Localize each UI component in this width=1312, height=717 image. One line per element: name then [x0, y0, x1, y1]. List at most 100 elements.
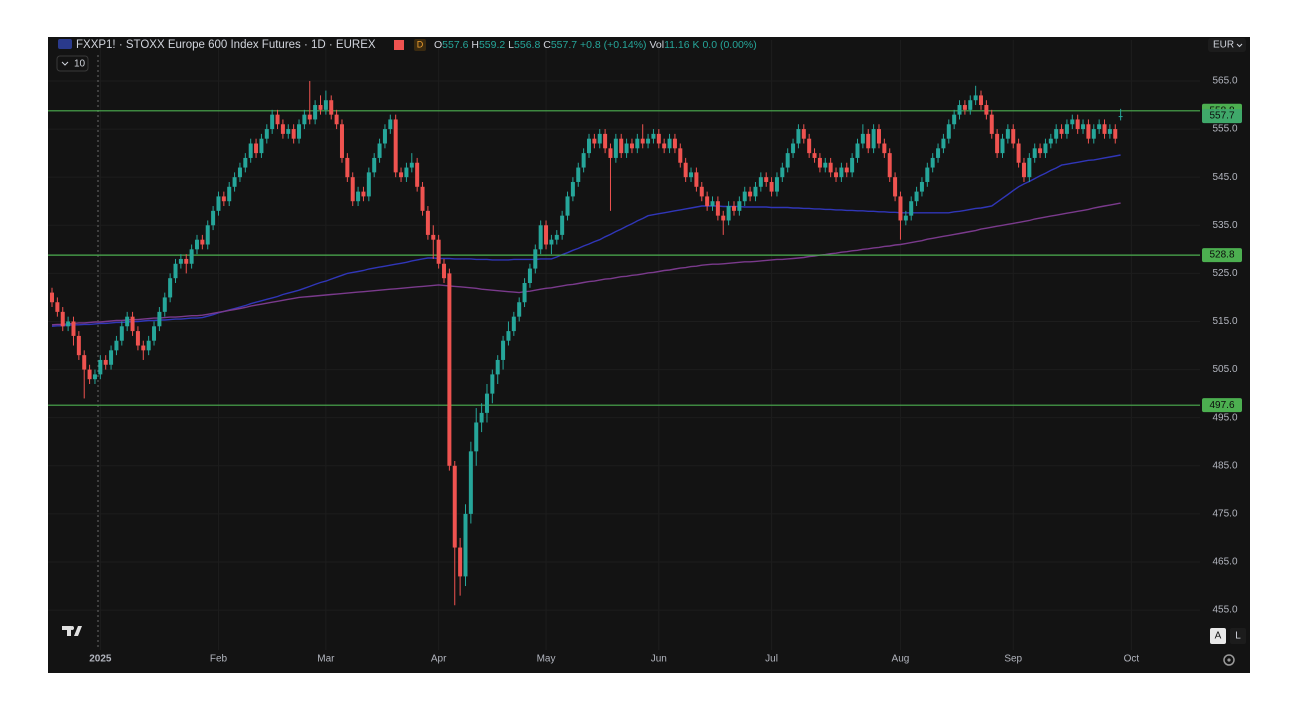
candle-body	[178, 258, 183, 264]
candle-body	[200, 239, 205, 245]
candle-body	[302, 114, 307, 125]
vol-value: 11.16 K	[664, 39, 699, 51]
candle-body	[560, 215, 565, 235]
symbol-title: FXXP1! · STOXX Europe 600 Index Futures …	[76, 39, 376, 51]
level-label-bg	[1202, 398, 1242, 413]
candle-body	[1059, 129, 1064, 134]
candle-body	[275, 114, 280, 125]
candle-body	[866, 133, 871, 149]
candle-body	[501, 340, 506, 360]
candle-body	[801, 129, 806, 139]
y-tick-label: 505.0	[1212, 364, 1237, 375]
candle-body	[517, 302, 522, 317]
currency-button[interactable]	[1208, 38, 1246, 52]
legend-header: FXXP1! · STOXX Europe 600 Index Futures …	[76, 39, 376, 51]
x-tick-label: Sep	[1004, 654, 1022, 665]
auto-scale-button[interactable]	[1210, 628, 1226, 644]
y-tick-label: 455.0	[1212, 605, 1237, 616]
moving-average-line	[51, 202, 1121, 326]
x-tick-label: Mar	[317, 654, 335, 665]
ohlc-value: 557.7	[551, 39, 577, 51]
candle-body	[882, 143, 887, 154]
ohlc-value: 559.2	[479, 39, 505, 51]
candle-body	[479, 412, 484, 423]
candle-body	[313, 105, 318, 120]
ohlc-legend: O557.6 H559.2 L556.8 C557.7 +0.8 (+0.14%…	[434, 39, 757, 51]
candle-body	[839, 167, 844, 178]
candle-body	[640, 138, 645, 144]
candle-body	[683, 162, 688, 178]
candle-body	[1064, 124, 1069, 134]
x-tick-label: Feb	[210, 654, 228, 665]
ohlc-label: O	[434, 39, 442, 51]
candle-body	[995, 133, 1000, 154]
ohlc-value: 556.8	[514, 39, 540, 51]
candle-body	[667, 138, 672, 149]
candle-body	[377, 143, 382, 158]
candle-body	[952, 114, 957, 125]
candle-body	[919, 181, 924, 192]
candle-body	[60, 311, 65, 327]
candle-body	[785, 153, 790, 168]
candle-body	[318, 105, 323, 110]
candle-body	[651, 133, 656, 139]
candle-body	[844, 167, 849, 173]
candle-body	[307, 114, 312, 120]
candle-body	[431, 234, 436, 240]
candle-body	[791, 143, 796, 154]
log-scale-button[interactable]	[1230, 628, 1246, 644]
candle-body	[232, 177, 237, 187]
candle-body	[662, 143, 667, 149]
candle-body	[393, 119, 398, 173]
candle-body	[984, 105, 989, 115]
flag-icon	[394, 40, 404, 50]
candle-body	[909, 201, 914, 216]
y-tick-label: 545.0	[1212, 172, 1237, 183]
candle-body	[710, 201, 715, 207]
candle-body	[119, 326, 124, 341]
candle-body	[404, 167, 409, 178]
settings-icon[interactable]	[1223, 654, 1235, 666]
candle-body	[533, 249, 538, 269]
candle-body	[168, 278, 173, 298]
y-tick-label: 465.0	[1212, 557, 1237, 568]
candle-body	[1016, 143, 1021, 163]
candle-body	[194, 239, 199, 250]
candle-body	[554, 234, 559, 240]
candle-body	[458, 547, 463, 577]
candle-body	[672, 138, 677, 149]
candle-body	[678, 148, 683, 163]
candle-body	[55, 302, 60, 312]
candle-body	[544, 225, 549, 245]
candle-body	[925, 167, 930, 182]
candle-body	[92, 374, 97, 380]
candle-body	[828, 162, 833, 173]
candle-body	[807, 138, 812, 154]
candle-body	[748, 191, 753, 197]
chart-background	[48, 37, 1250, 673]
candle-body	[1005, 129, 1010, 139]
candle-body	[87, 369, 92, 380]
candle-body	[495, 359, 500, 375]
candle-body	[205, 225, 210, 245]
candle-body	[1086, 124, 1091, 139]
candle-body	[1027, 157, 1032, 178]
indicator-count: 10	[74, 59, 86, 70]
candle-body	[592, 138, 597, 144]
candle-body	[796, 129, 801, 144]
candle-body	[76, 335, 81, 356]
candle-body	[613, 138, 618, 158]
level-label: 497.6	[1209, 400, 1234, 411]
candle-body	[152, 326, 157, 341]
candle-body	[742, 191, 747, 202]
candle-body	[656, 133, 661, 144]
symbol-icon	[58, 39, 72, 49]
candle-body	[211, 210, 216, 226]
candle-body	[780, 167, 785, 178]
indicator-toggle[interactable]	[56, 55, 89, 72]
candle-body	[1000, 138, 1005, 154]
candle-body	[388, 119, 393, 130]
candle-body	[506, 331, 511, 341]
x-tick-label: Jul	[765, 654, 778, 665]
candle-body	[834, 172, 839, 178]
